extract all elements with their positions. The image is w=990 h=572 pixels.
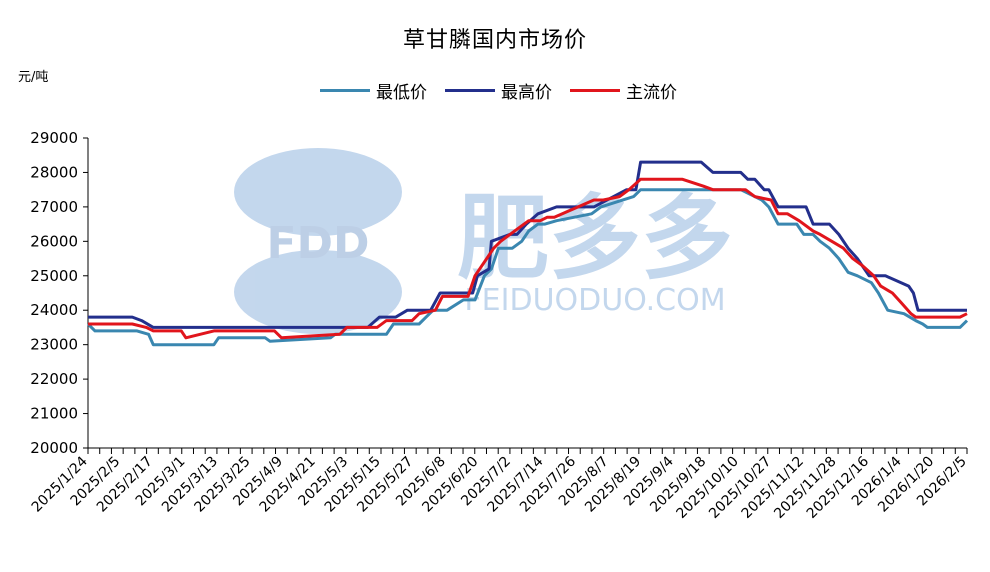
watermark-logo-top [234,148,402,236]
series-line-main [88,177,968,340]
y-tick-label: 28000 [30,163,78,181]
y-tick-label: 23000 [30,336,78,354]
watermark-site: FEIDUODUO.COM [464,283,725,318]
y-axis-unit-label: 元/吨 [18,70,49,85]
legend-swatch-main [570,89,620,92]
series-line-low [86,188,969,347]
y-tick-label: 22000 [30,370,78,388]
legend-swatch-low [320,89,370,92]
series-lines [86,160,969,347]
watermark-logo-bottom [234,250,402,334]
legend-item-main: 主流价 [570,78,677,103]
chart-title: 草甘膦国内市场价 [402,28,587,53]
legend-label-main: 主流价 [626,83,677,103]
y-tick-label: 27000 [30,198,78,216]
series-line-high [88,160,967,329]
legend-item-low: 最低价 [320,78,427,103]
legend-label-high: 最高价 [501,83,552,103]
legend-item-high: 最高价 [445,78,552,103]
legend: 最低价 最高价 主流价 [320,78,677,103]
watermark-logo-text: FDD [266,218,369,269]
y-tick-label: 26000 [30,232,78,250]
legend-swatch-high [445,89,495,92]
watermark: FDD 肥多多 FEIDUODUO.COM [234,148,733,334]
legend-label-low: 最低价 [376,83,427,103]
y-tick-label: 29000 [30,129,78,147]
y-tick-label: 21000 [30,405,78,423]
y-tick-label: 20000 [30,439,78,457]
y-tick-label: 25000 [30,267,78,285]
y-tick-label: 24000 [30,301,78,319]
